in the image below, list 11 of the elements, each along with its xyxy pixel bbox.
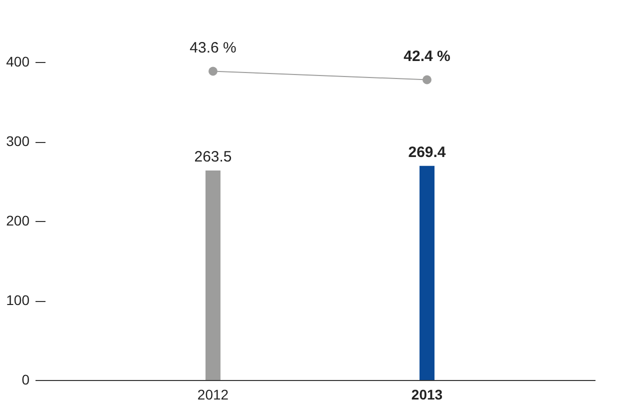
y-tick-label: 200: [6, 212, 30, 228]
data-label: 263.5: [194, 148, 232, 166]
data-label: 42.4 %: [404, 48, 450, 65]
data-label: 43.6 %: [190, 39, 236, 56]
x-tick-label: 2012: [197, 386, 229, 402]
y-tick-label: 300: [6, 133, 30, 149]
x-tick-label: 2013: [411, 386, 443, 402]
data-label: 269.4: [408, 144, 446, 161]
y-tick-label: 0: [22, 372, 30, 388]
y-tick-label: 400: [6, 54, 30, 70]
y-tick-label: 100: [6, 292, 30, 308]
